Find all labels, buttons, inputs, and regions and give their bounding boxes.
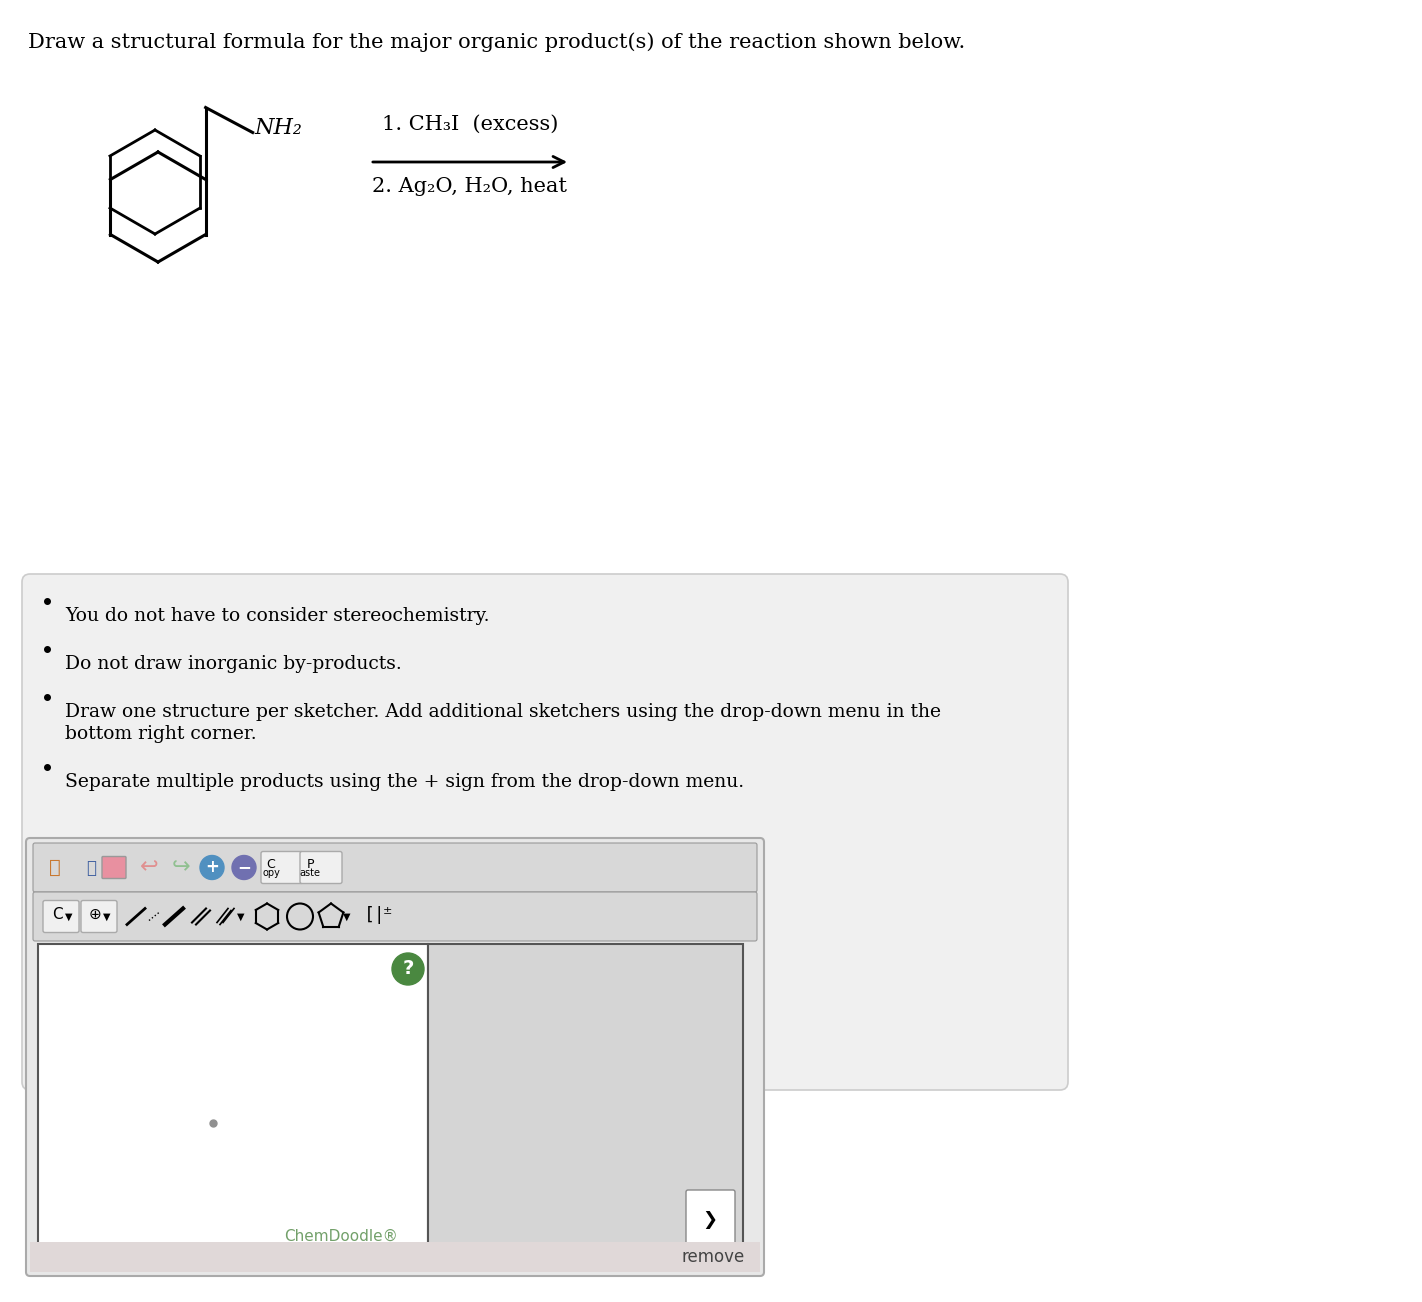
Text: C: C: [267, 858, 276, 871]
Circle shape: [232, 855, 256, 879]
Text: You do not have to consider stereochemistry.: You do not have to consider stereochemis…: [65, 607, 489, 625]
FancyBboxPatch shape: [81, 901, 117, 932]
Bar: [428, 944, 744, 1262]
Text: remove: remove: [681, 1249, 745, 1266]
Text: ChemDoodle®: ChemDoodle®: [284, 1229, 398, 1243]
FancyBboxPatch shape: [21, 574, 1068, 1090]
Circle shape: [201, 855, 225, 879]
Text: P: P: [306, 858, 314, 871]
Text: −: −: [237, 858, 250, 876]
Text: +: +: [205, 858, 219, 876]
Bar: [30, 1242, 759, 1272]
Text: Draw a structural formula for the major organic product(s) of the reaction shown: Draw a structural formula for the major …: [28, 33, 966, 52]
FancyBboxPatch shape: [33, 842, 757, 892]
Text: opy: opy: [262, 867, 280, 878]
Text: ▼: ▼: [65, 911, 73, 922]
Text: Draw one structure per sketcher. Add additional sketchers using the drop-down me: Draw one structure per sketcher. Add add…: [65, 703, 941, 721]
FancyBboxPatch shape: [26, 838, 764, 1276]
Text: [|: [|: [364, 905, 385, 923]
Text: ⊕: ⊕: [88, 907, 101, 922]
Text: ▼: ▼: [343, 911, 351, 922]
Text: ✋: ✋: [50, 858, 61, 878]
Text: aste: aste: [300, 867, 320, 878]
Text: 2. Ag₂O, H₂O, heat: 2. Ag₂O, H₂O, heat: [373, 177, 567, 197]
Text: ↪: ↪: [172, 858, 191, 878]
Text: bottom right corner.: bottom right corner.: [65, 725, 256, 743]
Text: ↩: ↩: [139, 858, 158, 878]
FancyBboxPatch shape: [43, 901, 80, 932]
Text: ±: ±: [383, 905, 391, 915]
Text: 1. CH₃I  (excess): 1. CH₃I (excess): [383, 115, 559, 134]
Text: Do not draw inorganic by-products.: Do not draw inorganic by-products.: [65, 655, 402, 673]
FancyBboxPatch shape: [262, 852, 303, 884]
Text: ▼: ▼: [104, 911, 111, 922]
FancyBboxPatch shape: [300, 852, 343, 884]
Text: ❯: ❯: [702, 1211, 718, 1229]
Text: C: C: [51, 907, 63, 922]
Bar: [38, 944, 428, 1262]
Text: 🧪: 🧪: [85, 858, 97, 876]
Text: NH₂: NH₂: [255, 117, 303, 139]
Text: Separate multiple products using the + sign from the drop-down menu.: Separate multiple products using the + s…: [65, 773, 744, 792]
FancyBboxPatch shape: [33, 892, 757, 941]
Circle shape: [392, 953, 424, 986]
Text: ▼: ▼: [237, 911, 245, 922]
FancyBboxPatch shape: [102, 857, 127, 879]
FancyBboxPatch shape: [685, 1190, 735, 1249]
Text: ?: ?: [402, 960, 414, 979]
